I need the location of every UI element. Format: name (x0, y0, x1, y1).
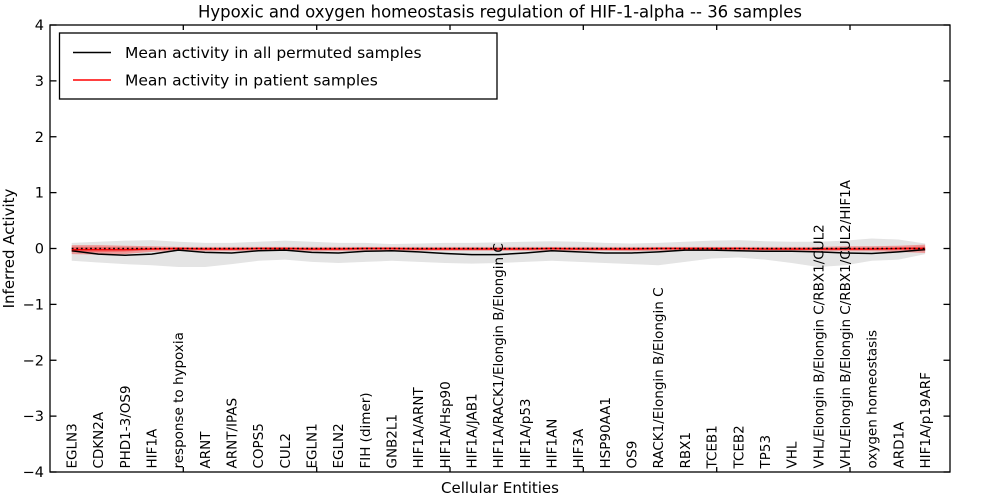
x-category-label: VHL/Elongin B/Elongin C/RBX1/CUL2 (811, 224, 827, 468)
x-category-label: ARNT/IPAS (225, 398, 241, 469)
x-category-label: HIF1A/Hsp90 (438, 381, 454, 468)
x-category-label: CUL2 (278, 433, 294, 468)
x-category-label: PHD1-3/OS9 (118, 385, 134, 468)
x-category-label: GNB2L1 (385, 414, 401, 469)
x-category-label: TCEB2 (731, 425, 747, 469)
x-category-label: VHL/Elongin B/Elongin C/RBX1/CUL2/HIF1A (838, 179, 854, 468)
x-category-label: TCEB1 (705, 425, 721, 469)
x-category-label: EGLN1 (305, 423, 321, 468)
chart-title: Hypoxic and oxygen homeostasis regulatio… (198, 3, 802, 22)
y-tick-label: 2 (35, 130, 44, 146)
x-category-label: HIF1A/RACK1/Elongin B/Elongin C (491, 243, 507, 468)
x-category-label: HIF1A/ARNT (411, 387, 427, 469)
x-category-label: HIF1A/p53 (518, 398, 534, 468)
x-category-label: CDKN2A (91, 411, 107, 468)
x-category-label: COPS5 (251, 423, 267, 468)
legend: Mean activity in all permuted samples Me… (58, 32, 498, 100)
x-category-label: RBX1 (678, 432, 694, 468)
x-category-label: EGLN3 (65, 423, 81, 468)
x-category-label: EGLN2 (331, 423, 347, 468)
x-category-label: VHL (785, 441, 801, 468)
x-category-label: ARNT (198, 431, 214, 469)
y-tick-label: −2 (23, 353, 44, 369)
x-axis-label: Cellular Entities (441, 479, 559, 497)
series-line-1 (71, 247, 926, 251)
x-category-label: HSP90AA1 (598, 397, 614, 468)
plot-border (49, 24, 951, 473)
x-category-label: RACK1/Elongin B/Elongin C (651, 287, 667, 468)
x-category-label: oxygen homeostasis (865, 330, 881, 469)
x-category-label: response to hypoxia (171, 332, 187, 468)
y-tick-label: 0 (35, 242, 44, 258)
y-tick-label: 1 (35, 186, 44, 202)
y-tick-label: −1 (23, 297, 44, 313)
y-tick-label: −4 (23, 465, 44, 481)
y-tick-label: −3 (23, 409, 44, 425)
y-axis-label: Inferred Activity (0, 188, 18, 308)
x-category-label: HIF1A/p19ARF (918, 372, 934, 468)
series-line-0 (71, 248, 926, 256)
x-category-label: OS9 (625, 441, 641, 469)
y-tick-label: 4 (35, 18, 44, 34)
y-tick-label: 3 (35, 74, 44, 90)
x-category-label: HIF1AN (545, 419, 561, 469)
band-0-permuted-samples-range (71, 238, 926, 267)
x-category-label: HIF1A/JAB1 (465, 393, 481, 468)
x-category-label: TP53 (758, 435, 774, 470)
x-category-labels-layer: EGLN3 CDKN2A PHD1-3/OS9 HIF1A response to hy… (65, 179, 934, 469)
y-tick-labels-layer: 4 3 2 1 0 −1 −2 −3 −4 (23, 18, 44, 481)
legend-box (58, 32, 498, 100)
x-category-label: HIF1A (145, 428, 161, 468)
x-category-label: ARD1A (891, 421, 907, 469)
series-lines-layer (71, 247, 926, 256)
legend-label-permuted-samples: Mean activity in all permuted samples (125, 44, 422, 62)
x-category-label: HIF3A (571, 428, 587, 468)
legend-label-patient-samples: Mean activity in patient samples (125, 72, 378, 90)
x-category-label: FIH (dimer) (358, 392, 374, 468)
